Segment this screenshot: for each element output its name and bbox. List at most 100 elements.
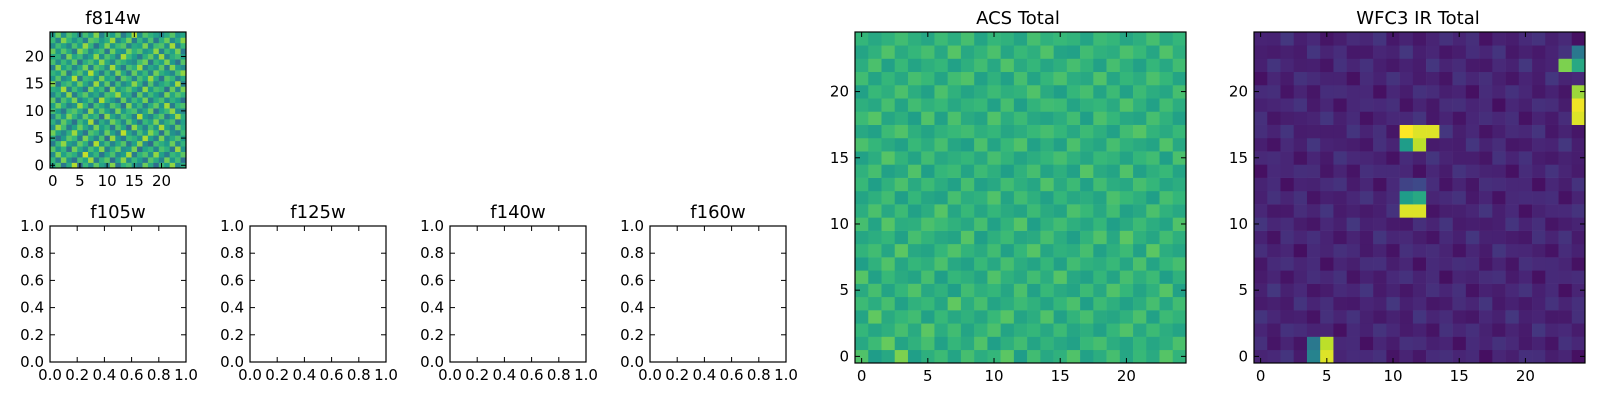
f814w-cell — [115, 119, 122, 125]
acs-total-cell — [881, 98, 896, 112]
acs-total-cell — [855, 32, 869, 46]
acs-total-cell — [1013, 243, 1028, 258]
f814w-cell — [126, 140, 132, 147]
wfc3-ir-total-cell — [1373, 323, 1387, 337]
f814w-cell — [60, 80, 67, 87]
f814w-cell — [88, 70, 94, 76]
f814w-cell — [98, 151, 105, 158]
f814w-cell — [169, 64, 176, 71]
acs-total-cell — [921, 32, 935, 46]
wfc3-ir-total-cell — [1558, 98, 1573, 112]
wfc3-ir-total-cell — [1386, 98, 1400, 112]
acs-total-cell — [855, 257, 869, 271]
wfc3-ir-total-cell — [1306, 243, 1321, 258]
f814w-cell — [77, 151, 83, 158]
wfc3-ir-total-cell — [1558, 230, 1573, 245]
wfc3-ir-total-cell — [1532, 336, 1546, 351]
wfc3-ir-total-cell — [1254, 270, 1268, 284]
f814w-cell — [55, 140, 62, 147]
acs-total-cell — [1119, 270, 1134, 284]
wfc3-ir-total-cell — [1532, 257, 1546, 271]
acs-total-cell — [1080, 336, 1094, 351]
wfc3-ir-total-cell — [1571, 45, 1586, 59]
acs-total-cell — [907, 32, 922, 46]
f814w-cell — [66, 102, 73, 109]
acs-total-cell — [868, 323, 882, 337]
f814w-cell — [137, 113, 143, 120]
acs-total-cell — [921, 283, 935, 298]
acs-total-cell — [947, 243, 962, 258]
acs-total-cell — [1106, 217, 1121, 231]
f814w-cell — [169, 102, 176, 109]
acs-total-cell — [1013, 71, 1028, 86]
acs-total-cell — [1066, 177, 1081, 192]
acs-total-cell — [974, 32, 988, 46]
f814w-cell — [71, 48, 78, 55]
wfc3-ir-total-ytick-label: 20 — [1229, 83, 1248, 101]
f814w-cell — [115, 113, 122, 120]
f814w-cell — [120, 102, 127, 109]
f814w-cell — [115, 140, 122, 147]
acs-total-cell — [868, 230, 882, 245]
acs-total-cell — [907, 58, 922, 73]
acs-total-xtick-label: 20 — [1117, 367, 1136, 385]
acs-total-cell — [1133, 58, 1147, 73]
f814w-cell — [55, 80, 62, 87]
f814w-cell — [137, 140, 143, 147]
f814w-cell — [126, 113, 132, 120]
f814w-cell — [66, 32, 73, 38]
wfc3-ir-total-cell — [1386, 230, 1400, 245]
acs-total-cell — [1119, 84, 1134, 99]
wfc3-ir-total-cell — [1545, 230, 1559, 245]
wfc3-ir-total-cell — [1346, 84, 1361, 99]
wfc3-ir-total-cell — [1518, 137, 1533, 152]
f105w-ytick-label: 0.4 — [20, 299, 44, 317]
acs-total-cell — [1013, 349, 1028, 364]
f814w-cell — [147, 124, 154, 131]
f140w-xtick-label: 1.0 — [574, 366, 598, 384]
wfc3-ir-total-cell — [1293, 336, 1308, 351]
acs-total-cell — [1093, 164, 1107, 178]
acs-total-cell — [1080, 151, 1094, 165]
acs-total-cell — [934, 71, 948, 86]
f814w-cell — [169, 48, 176, 55]
acs-total-cell — [881, 257, 896, 271]
heatmap-wfc3-ir-total — [1254, 32, 1586, 364]
acs-total-cell — [1066, 257, 1081, 271]
f814w-cell — [158, 86, 165, 93]
acs-total-cell — [1053, 98, 1068, 112]
f814w-cell — [147, 37, 154, 44]
wfc3-ir-total-cell — [1518, 124, 1533, 139]
wfc3-ir-total-cell — [1426, 230, 1440, 245]
acs-total-cell — [1146, 283, 1160, 298]
f814w-cell — [71, 59, 78, 65]
f814w-cell — [55, 151, 62, 158]
f160w-ytick-label: 0.8 — [620, 244, 644, 262]
acs-total-cell — [1027, 137, 1041, 152]
f105w-ytick-label: 0.6 — [20, 271, 44, 289]
wfc3-ir-total-cell — [1439, 270, 1453, 284]
f814w-cell — [93, 64, 100, 71]
acs-total-cell — [1000, 177, 1015, 192]
wfc3-ir-total-cell — [1532, 310, 1546, 324]
acs-total-cell — [881, 283, 896, 298]
f814w-cell — [109, 151, 116, 158]
frame-f105w — [49, 225, 187, 363]
f814w-cell — [175, 42, 181, 49]
f105w-xtick-label: 0.6 — [120, 366, 144, 384]
f105w-xtick-label: 0.4 — [92, 366, 116, 384]
f814w-cell — [55, 113, 62, 120]
wfc3-ir-total-cell — [1452, 270, 1467, 284]
acs-total-cell — [1080, 283, 1094, 298]
f814w-cell — [77, 108, 83, 114]
wfc3-ir-total-cell — [1518, 270, 1533, 284]
acs-total-cell — [987, 177, 1001, 192]
f814w-cell — [142, 157, 149, 163]
f814w-cell — [104, 135, 111, 142]
f105w-ytick-label: 0.2 — [20, 326, 44, 344]
wfc3-ir-total-cell — [1518, 164, 1533, 178]
wfc3-ir-total-cell — [1452, 111, 1467, 125]
wfc3-ir-total-cell — [1359, 296, 1374, 311]
f814w-cell — [153, 42, 160, 49]
